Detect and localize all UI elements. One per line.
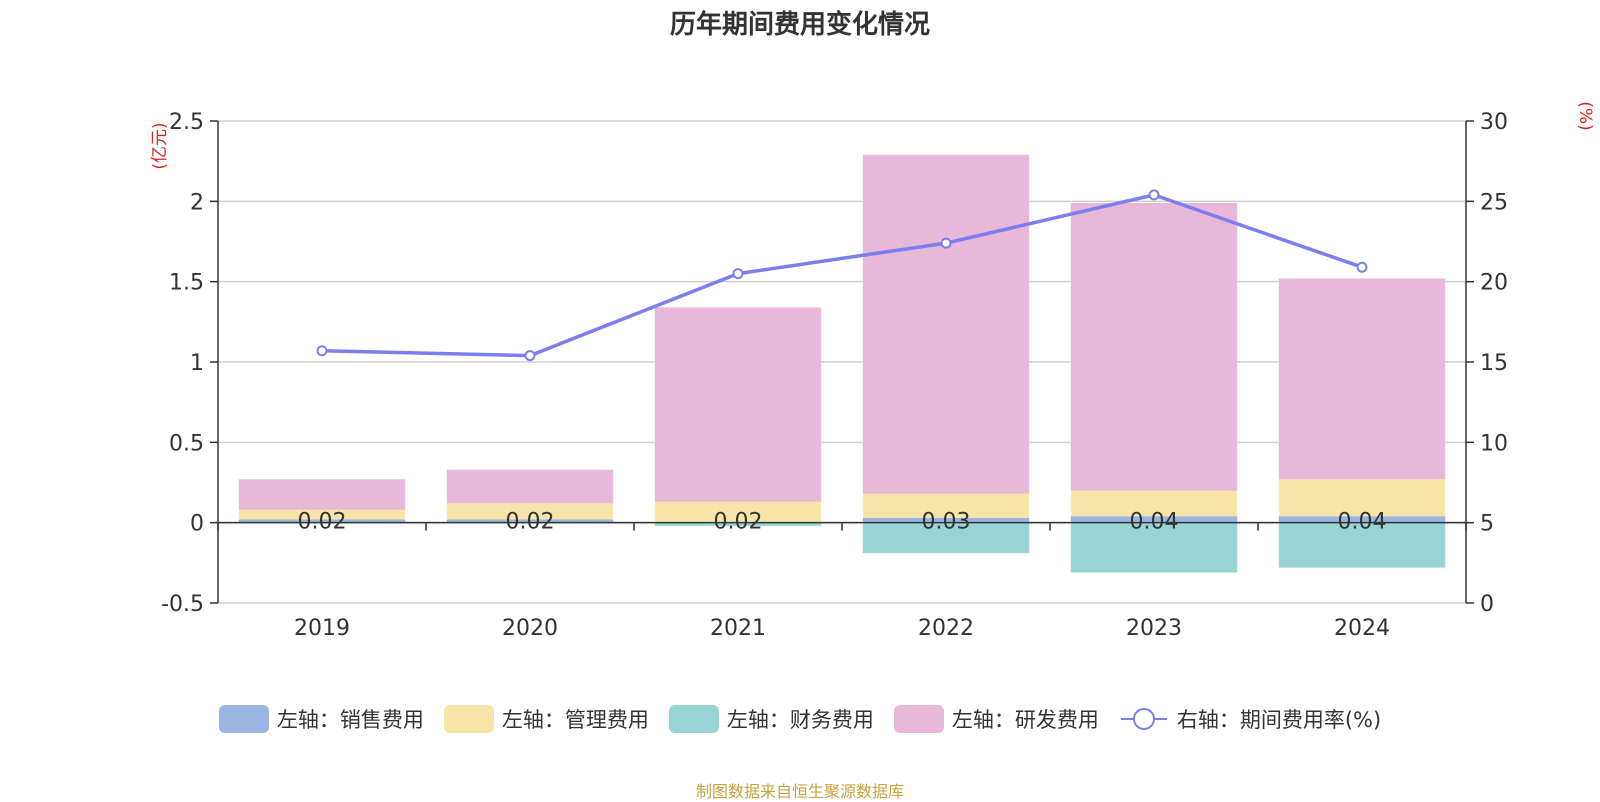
left-tick-label: -0.5 bbox=[161, 592, 204, 617]
bar-2024 bbox=[1278, 522, 1446, 568]
bar-2023 bbox=[1070, 516, 1238, 523]
right-tick-label: 10 bbox=[1480, 431, 1508, 456]
bar-2020 bbox=[446, 503, 614, 520]
rate-point-2022 bbox=[940, 237, 952, 249]
x-tick-label: 2019 bbox=[294, 616, 350, 641]
legend-swatch bbox=[668, 705, 719, 733]
bar-2021 bbox=[654, 501, 822, 523]
legend-swatch bbox=[218, 705, 269, 733]
x-tick-label: 2021 bbox=[710, 616, 766, 641]
bar-2024 bbox=[1278, 479, 1446, 517]
legend-label: 右轴：期间费用率(%) bbox=[1176, 708, 1382, 732]
bar-2019 bbox=[238, 479, 406, 510]
source-note: 制图数据来自恒生聚源数据库 bbox=[695, 782, 904, 801]
bar-2019 bbox=[238, 509, 406, 520]
right-axis-unit: (%) bbox=[1575, 101, 1595, 130]
right-tick-label: 20 bbox=[1480, 271, 1508, 296]
x-tick-label: 2022 bbox=[918, 616, 974, 641]
rate-point-2019 bbox=[316, 345, 328, 357]
right-tick-label: 5 bbox=[1480, 512, 1494, 537]
right-tick-label: 0 bbox=[1480, 592, 1494, 617]
rate-point-2021 bbox=[732, 268, 744, 280]
legend-item[interactable]: 右轴：期间费用率(%) bbox=[1119, 704, 1381, 734]
legend-label: 左轴：财务费用 bbox=[726, 708, 874, 732]
legend-label: 左轴：研发费用 bbox=[951, 708, 1099, 732]
right-tick-label: 30 bbox=[1480, 110, 1508, 135]
rate-point-2023 bbox=[1148, 189, 1160, 201]
legend-line-marker bbox=[1120, 708, 1167, 730]
left-tick-label: 2 bbox=[190, 190, 204, 215]
right-tick-label: 25 bbox=[1480, 190, 1508, 215]
left-tick-label: 0.5 bbox=[169, 431, 204, 456]
bar-2022 bbox=[862, 522, 1030, 554]
rate-point-2020 bbox=[524, 350, 536, 362]
legend-item[interactable]: 左轴：销售费用 bbox=[218, 704, 424, 734]
bar-2019 bbox=[238, 519, 406, 523]
x-tick-label: 2024 bbox=[1334, 616, 1390, 641]
bar-2024 bbox=[1278, 278, 1446, 480]
bar-2022 bbox=[862, 154, 1030, 494]
bar-2020 bbox=[446, 519, 614, 523]
left-tick-label: 1.5 bbox=[169, 271, 204, 296]
bar-2024 bbox=[1278, 516, 1446, 523]
bar-2022 bbox=[862, 493, 1030, 518]
left-tick-label: 2.5 bbox=[169, 110, 204, 135]
legend-item[interactable]: 左轴：研发费用 bbox=[893, 704, 1099, 734]
x-tick-label: 2023 bbox=[1126, 616, 1182, 641]
bar-2021 bbox=[654, 307, 822, 502]
left-axis-unit: (亿元) bbox=[150, 122, 170, 169]
left-tick-label: 0 bbox=[190, 512, 204, 537]
legend: 左轴：销售费用 左轴：管理费用 左轴：财务费用 左轴：研发费用 右轴：期间费用率(%) bbox=[0, 704, 1600, 734]
left-tick-label: 1 bbox=[190, 351, 204, 376]
legend-item[interactable]: 左轴：管理费用 bbox=[443, 704, 649, 734]
right-tick-label: 15 bbox=[1480, 351, 1508, 376]
bar-2023 bbox=[1070, 202, 1238, 491]
bar-2023 bbox=[1070, 522, 1238, 573]
bar-2022 bbox=[862, 517, 1030, 523]
legend-swatch bbox=[443, 705, 494, 733]
bar-2021 bbox=[654, 522, 822, 526]
chart-title: 历年期间费用变化情况 bbox=[669, 10, 930, 40]
legend-swatch bbox=[893, 705, 944, 733]
rate-line bbox=[321, 193, 1363, 358]
rate-point-2024 bbox=[1356, 261, 1368, 273]
bar-2020 bbox=[446, 469, 614, 504]
legend-label: 左轴：销售费用 bbox=[276, 708, 424, 732]
x-tick-label: 2020 bbox=[502, 616, 558, 641]
legend-item[interactable]: 左轴：财务费用 bbox=[668, 704, 874, 734]
bar-2023 bbox=[1070, 490, 1238, 517]
legend-label: 左轴：管理费用 bbox=[501, 708, 649, 732]
